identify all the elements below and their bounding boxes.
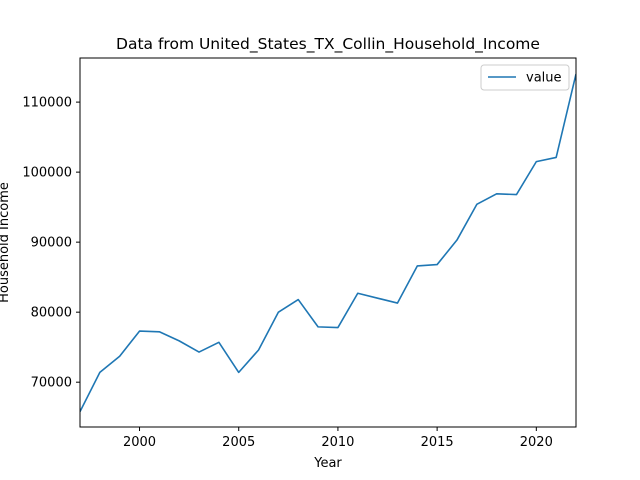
y-axis-label: Household Income bbox=[0, 182, 12, 303]
y-tick-label: 80000 bbox=[31, 306, 72, 321]
plot-frame bbox=[79, 57, 577, 428]
x-tick-label: 2015 bbox=[421, 435, 454, 450]
legend-label-value: value bbox=[526, 71, 562, 86]
chart-title: Data from United_States_TX_Collin_Househ… bbox=[116, 35, 540, 54]
legend-box bbox=[480, 64, 570, 91]
legend: value bbox=[480, 64, 570, 91]
x-axis-ticks: 2000 2005 2010 2015 2020 bbox=[123, 427, 553, 450]
y-axis-ticks: 70000 80000 90000 100000 110000 bbox=[22, 96, 80, 391]
x-tick-label: 2010 bbox=[321, 435, 354, 450]
y-tick-label: 110000 bbox=[22, 96, 72, 111]
plot-area: 2000 2005 2010 2015 2020 70000 80000 90000 1000… bbox=[22, 57, 577, 450]
y-tick-label: 90000 bbox=[31, 236, 72, 251]
x-axis-label: Year bbox=[313, 456, 342, 471]
y-tick-label: 70000 bbox=[31, 376, 72, 391]
x-tick-label: 2005 bbox=[222, 435, 255, 450]
y-tick-label: 100000 bbox=[22, 166, 72, 181]
series-line-value bbox=[80, 73, 576, 412]
x-tick-label: 2020 bbox=[520, 435, 553, 450]
x-tick-label: 2000 bbox=[123, 435, 156, 450]
series-layer bbox=[80, 73, 576, 412]
